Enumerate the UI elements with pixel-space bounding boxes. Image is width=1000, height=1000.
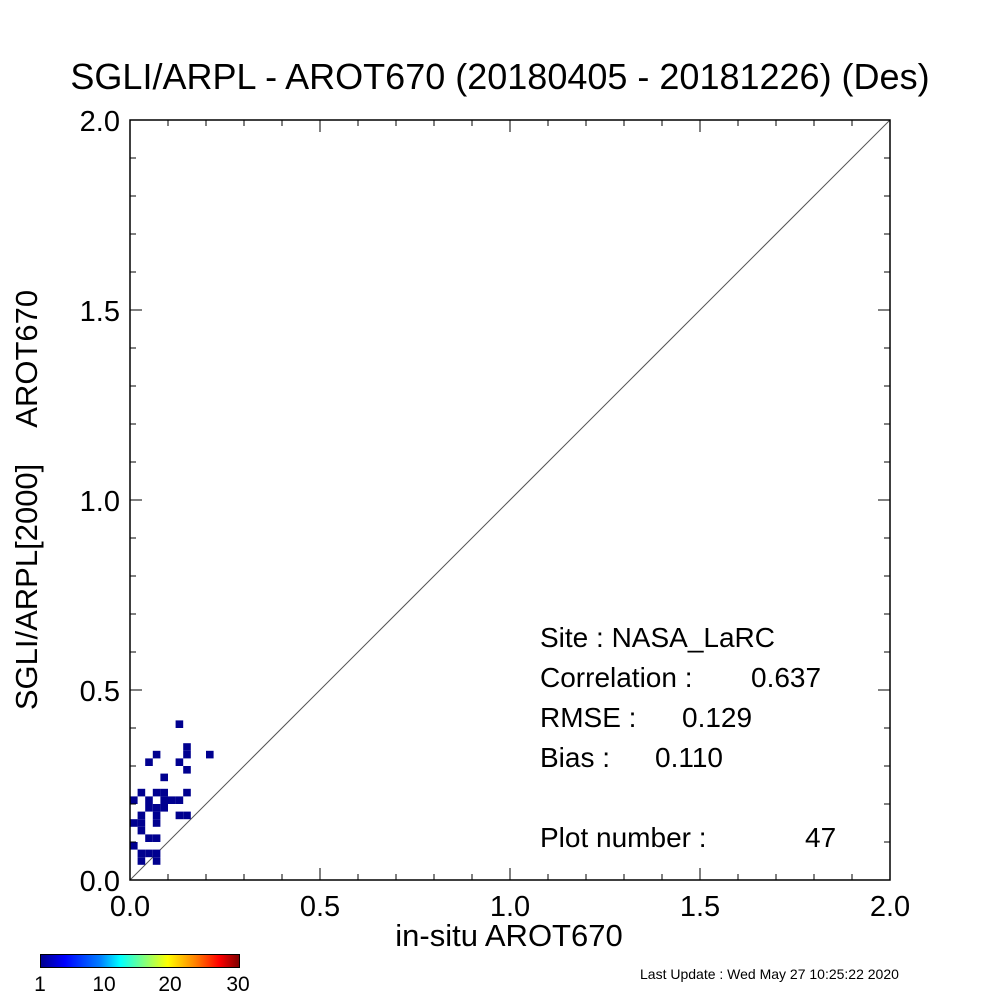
- density-cell: [130, 796, 138, 804]
- y-tick-label: 0.5: [80, 676, 120, 708]
- plot-frame: [129, 119, 891, 881]
- density-cell: [152, 849, 161, 858]
- density-cell: [137, 811, 146, 820]
- colorbar: [40, 954, 240, 968]
- x-axis-label: in-situ AROT670: [395, 918, 623, 953]
- density-cell: [145, 834, 153, 842]
- density-cell: [152, 804, 161, 812]
- density-cell: [137, 826, 146, 835]
- density-cell: [175, 720, 184, 728]
- y-tick-label: 2.0: [80, 106, 120, 138]
- density-cell: [206, 750, 214, 759]
- plot-number-label: Plot number :: [540, 822, 707, 853]
- y-tick-label: 1.5: [80, 296, 120, 328]
- density-cell: [183, 811, 191, 820]
- bias-label: Bias :: [540, 742, 611, 773]
- density-cell: [152, 857, 161, 865]
- y-tick-label: 0.0: [80, 866, 120, 898]
- rmse-label: RMSE :: [540, 702, 637, 733]
- density-cell: [160, 796, 168, 804]
- one-to-one-line: [129, 119, 891, 881]
- density-cell: [160, 788, 168, 797]
- density-cell: [137, 849, 146, 858]
- correlation-label: Correlation :: [540, 662, 693, 693]
- density-cell: [183, 743, 191, 751]
- x-tick-label: 1.0: [490, 891, 530, 923]
- density-cell: [145, 796, 153, 804]
- density-cell: [137, 788, 146, 797]
- x-tick-label: 1.5: [680, 891, 720, 923]
- colorbar-tick-20: 20: [158, 973, 182, 996]
- x-tick-label: 2.0: [870, 891, 910, 923]
- x-tick-label: 0.5: [300, 891, 340, 923]
- density-cell: [183, 750, 191, 759]
- y-tick-label: 1.0: [80, 486, 120, 518]
- density-cell: [175, 811, 184, 820]
- axis-ticks-group: [129, 119, 891, 881]
- density-cell: [137, 857, 146, 865]
- density-cell: [183, 788, 191, 797]
- density-cell: [145, 849, 153, 858]
- last-update-text: Last Update : Wed May 27 10:25:22 2020: [640, 966, 899, 982]
- density-cell: [160, 804, 168, 812]
- colorbar-tick-30: 30: [226, 973, 250, 996]
- x-tick-label: 0.0: [110, 891, 150, 923]
- density-cell: [130, 819, 138, 827]
- density-cell: [152, 834, 161, 842]
- one-to-one-line-group: [129, 119, 891, 881]
- colorbar-tick-1: 1: [34, 973, 46, 996]
- density-cell: [152, 811, 161, 820]
- density-cell: [130, 842, 138, 850]
- tick-labels-group: 0.00.0 0.5 0.5 1.0 1.0 1.5 1.5 2.0 2.0: [80, 106, 910, 923]
- density-cells-group: [130, 720, 214, 865]
- plot-number-value: 47: [805, 822, 837, 853]
- correlation-value: 0.637: [751, 662, 822, 693]
- density-cell: [152, 819, 161, 827]
- bias-value: 0.110: [655, 742, 723, 773]
- density-cell: [137, 819, 146, 827]
- chart-title: SGLI/ARPL - AROT670 (20180405 - 20181226…: [70, 56, 930, 97]
- rmse-value: 0.129: [682, 702, 753, 733]
- density-cell: [175, 796, 184, 804]
- density-cell: [175, 758, 184, 766]
- density-cell: [168, 796, 176, 804]
- density-cell: [145, 758, 153, 766]
- density-cell: [183, 766, 191, 774]
- density-cell: [152, 750, 161, 759]
- site-text: Site : NASA_LaRC: [540, 622, 775, 653]
- density-cell: [160, 773, 168, 782]
- colorbar-tick-10: 10: [92, 973, 116, 996]
- density-cell: [152, 788, 161, 797]
- density-cell: [145, 804, 153, 812]
